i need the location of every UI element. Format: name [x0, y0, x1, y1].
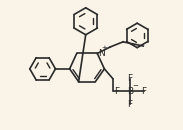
Text: −: − — [132, 83, 138, 89]
Text: F: F — [128, 100, 133, 109]
Text: F: F — [128, 74, 133, 83]
Text: +: + — [101, 45, 107, 51]
Text: F: F — [114, 87, 119, 96]
Text: B: B — [127, 87, 133, 96]
Text: F: F — [141, 87, 146, 96]
Text: N: N — [99, 49, 105, 58]
